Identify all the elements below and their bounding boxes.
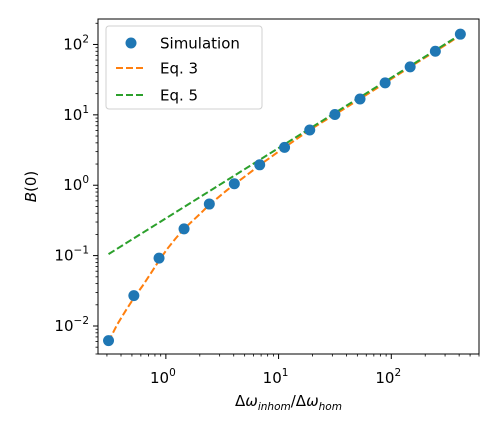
data-point: [228, 178, 240, 190]
x-axis-label: Δωinhom/Δωhom: [235, 392, 342, 413]
y-tick-label: 102: [63, 33, 89, 53]
y-tick-label: 101: [63, 104, 89, 124]
y-axis: 10−2 10−1 100 101 102: [54, 22, 98, 355]
x-tick-label: 102: [375, 367, 401, 387]
plot-area: [97, 18, 480, 355]
data-point: [404, 61, 416, 73]
data-point: [279, 141, 291, 153]
data-point: [304, 124, 316, 136]
y-tick-label: 10−1: [54, 245, 89, 265]
data-point: [379, 77, 391, 89]
data-point: [153, 252, 165, 264]
legend: Simulation Eq. 3 Eq. 5: [105, 25, 263, 110]
data-point: [354, 93, 366, 105]
data-point: [203, 198, 215, 210]
legend-label: Eq. 5: [160, 87, 198, 105]
legend-label: Simulation: [160, 35, 240, 53]
axes-frame: [97, 18, 480, 355]
legend-marker: [125, 37, 137, 49]
data-point: [103, 335, 115, 347]
series-layer: [103, 28, 466, 347]
series-line: [108, 33, 461, 255]
y-tick-label: 100: [63, 174, 89, 194]
data-point: [454, 28, 466, 40]
data-point: [329, 109, 341, 121]
x-axis: 100 101 102: [106, 354, 480, 387]
x-tick-label: 101: [263, 367, 289, 387]
y-tick-label: 10−2: [54, 315, 89, 335]
legend-box: [105, 25, 263, 110]
y-axis-label: B(0): [22, 171, 40, 203]
data-point: [128, 290, 140, 302]
data-point: [429, 45, 441, 57]
x-tick-label: 100: [150, 367, 176, 387]
data-point: [178, 223, 190, 235]
legend-label: Eq. 3: [160, 60, 198, 78]
data-point: [254, 159, 266, 171]
